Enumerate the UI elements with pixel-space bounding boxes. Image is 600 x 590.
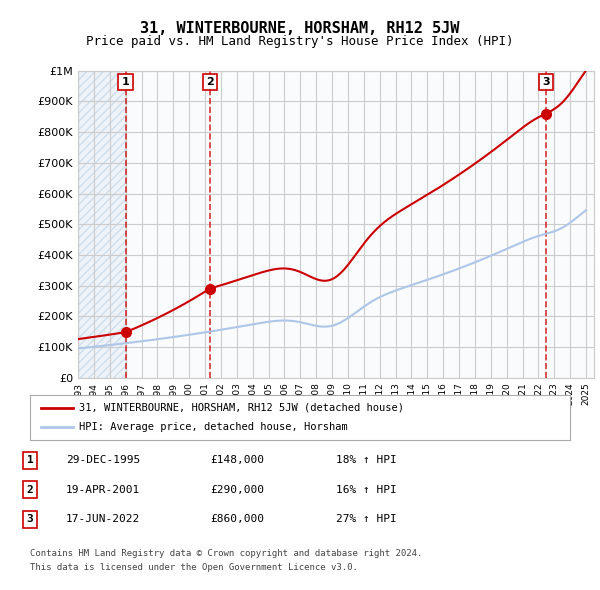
- Text: 29-DEC-1995: 29-DEC-1995: [66, 455, 140, 465]
- Text: £290,000: £290,000: [210, 485, 264, 494]
- Text: Price paid vs. HM Land Registry's House Price Index (HPI): Price paid vs. HM Land Registry's House …: [86, 35, 514, 48]
- Text: 3: 3: [26, 514, 34, 524]
- Bar: [78, 71, 125, 378]
- Text: 31, WINTERBOURNE, HORSHAM, RH12 5JW: 31, WINTERBOURNE, HORSHAM, RH12 5JW: [140, 21, 460, 35]
- Text: 27% ↑ HPI: 27% ↑ HPI: [336, 514, 397, 524]
- Text: 16% ↑ HPI: 16% ↑ HPI: [336, 485, 397, 494]
- Text: 1: 1: [122, 77, 130, 87]
- Text: 31, WINTERBOURNE, HORSHAM, RH12 5JW (detached house): 31, WINTERBOURNE, HORSHAM, RH12 5JW (det…: [79, 403, 404, 412]
- Text: 17-JUN-2022: 17-JUN-2022: [66, 514, 140, 524]
- Bar: [125, 71, 594, 378]
- Text: 2: 2: [26, 485, 34, 494]
- Text: £148,000: £148,000: [210, 455, 264, 465]
- Bar: [78, 71, 125, 378]
- Text: Contains HM Land Registry data © Crown copyright and database right 2024.: Contains HM Land Registry data © Crown c…: [30, 549, 422, 558]
- Text: This data is licensed under the Open Government Licence v3.0.: This data is licensed under the Open Gov…: [30, 563, 358, 572]
- Text: 19-APR-2001: 19-APR-2001: [66, 485, 140, 494]
- Text: £860,000: £860,000: [210, 514, 264, 524]
- Text: 2: 2: [206, 77, 214, 87]
- Text: 1: 1: [26, 455, 34, 465]
- Text: HPI: Average price, detached house, Horsham: HPI: Average price, detached house, Hors…: [79, 422, 347, 432]
- Text: 18% ↑ HPI: 18% ↑ HPI: [336, 455, 397, 465]
- Text: 3: 3: [542, 77, 550, 87]
